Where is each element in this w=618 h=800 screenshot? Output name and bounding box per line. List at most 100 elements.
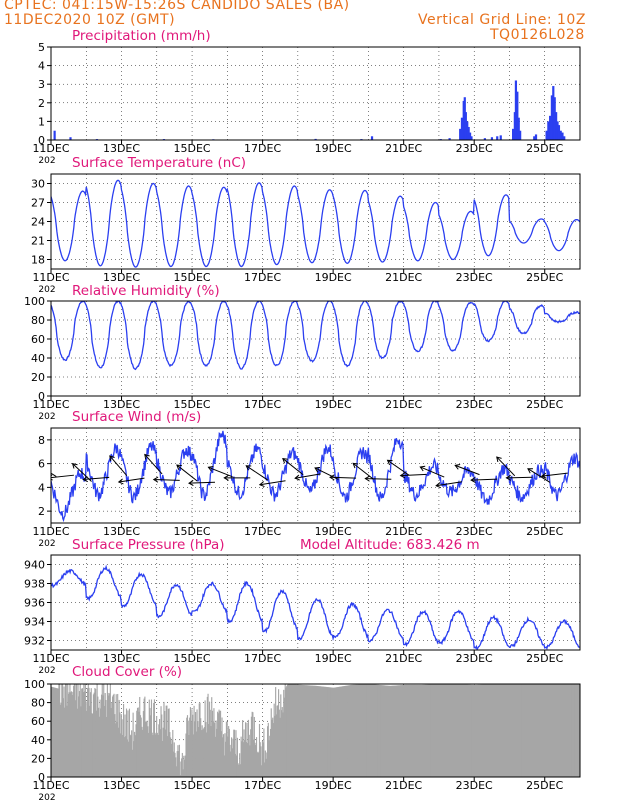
- cloud-bar: [538, 684, 540, 777]
- cloud-bar: [170, 737, 172, 777]
- cloud-bar: [242, 742, 244, 777]
- cloud-bar: [483, 684, 485, 777]
- cloud-bar: [528, 684, 530, 777]
- cloud-bar: [519, 684, 521, 777]
- cloud-bar: [442, 684, 444, 777]
- cloud-bar: [68, 692, 70, 777]
- cloud-bar: [232, 738, 234, 777]
- cloud-bar: [129, 734, 131, 777]
- cloud-bar: [275, 714, 277, 777]
- cloud-bar: [196, 709, 198, 777]
- y-tick-label: 2: [38, 505, 45, 518]
- cloud-bar: [246, 722, 248, 777]
- cloud-bar: [489, 684, 491, 777]
- wind-arrow: [245, 465, 269, 481]
- cloud-bar: [430, 684, 432, 777]
- cloud-bar: [418, 684, 420, 777]
- cloud-bar: [251, 711, 253, 777]
- precip-bar: [533, 136, 536, 140]
- x-tick-label: 13DEC: [103, 398, 140, 411]
- cloud-bar: [422, 684, 424, 777]
- cloud-bar: [172, 729, 174, 777]
- cloud-bar: [424, 684, 427, 777]
- precip-bar: [517, 117, 520, 140]
- wind-arrow-head: [364, 475, 370, 482]
- cloud-bar: [324, 686, 326, 777]
- cloud-bar: [73, 684, 75, 777]
- cloud-bar: [535, 684, 538, 777]
- cloud-bar: [469, 684, 471, 777]
- cloud-bar: [379, 684, 381, 777]
- cloud-bar: [412, 684, 414, 777]
- cloud-bar: [464, 684, 466, 777]
- wind-arrow: [455, 464, 480, 476]
- cloud-bar: [391, 685, 394, 777]
- wind-arrow: [436, 481, 462, 487]
- x-tick-label: 13DEC: [103, 652, 140, 665]
- cloud-bar: [167, 708, 169, 777]
- cloud-bar: [372, 684, 374, 777]
- cloud-bar: [555, 684, 557, 777]
- cloud-bar: [360, 684, 362, 777]
- cloud-bar: [311, 685, 313, 777]
- cloud-bar: [183, 755, 185, 777]
- cloud-bar: [156, 732, 158, 777]
- cloud-bar: [153, 703, 155, 777]
- cloud-bar: [289, 684, 291, 777]
- cloud-bar: [417, 684, 419, 777]
- precip-bar: [464, 112, 467, 140]
- x-tick-label: 17DEC: [244, 271, 281, 284]
- cloud-bar: [408, 684, 410, 777]
- cloud-bar: [349, 685, 351, 777]
- wind-arrow-head: [71, 462, 78, 469]
- cloud-bar: [407, 684, 409, 777]
- cloud-bar: [54, 687, 56, 777]
- cloud-bar: [567, 684, 569, 777]
- cloud-bar: [112, 694, 114, 777]
- cloud-bar: [203, 727, 205, 777]
- series-line: [51, 564, 580, 650]
- cloud-bar: [321, 686, 323, 777]
- cloud-bar: [257, 751, 259, 777]
- cloud-bar: [391, 685, 393, 777]
- cloud-bar: [186, 717, 188, 777]
- y-tick-label: 24: [31, 216, 45, 229]
- cloud-bar: [449, 684, 452, 777]
- cloud-bar: [488, 684, 490, 777]
- wind-arrow-head: [454, 464, 461, 470]
- cloud-bar: [566, 684, 568, 777]
- cloud-bar: [159, 729, 161, 777]
- cloud-bar: [125, 708, 128, 777]
- cloud-bar: [147, 726, 149, 777]
- cloud-bar: [192, 714, 194, 777]
- x-tick-label: 25DEC: [526, 398, 563, 411]
- cloud-bar: [55, 687, 57, 777]
- cloud-bar: [159, 719, 161, 777]
- cloud-bar: [183, 759, 186, 777]
- cloud-bar: [381, 685, 383, 777]
- precip-bar: [514, 80, 518, 140]
- cloud-bar: [568, 684, 570, 777]
- cloud-bar: [97, 696, 99, 777]
- cloud-bar: [347, 685, 349, 777]
- cloud-bar: [560, 684, 563, 777]
- cloud-bar: [94, 687, 96, 777]
- x-tick-label: 21DEC: [385, 652, 422, 665]
- cloud-bar: [421, 684, 423, 777]
- cloud-bar: [363, 684, 365, 777]
- cloud-bar: [446, 684, 448, 777]
- cloud-bar: [563, 684, 565, 777]
- cloud-bar: [217, 711, 219, 777]
- cloud-bar: [239, 764, 241, 777]
- cloud-bar: [347, 685, 349, 777]
- cloud-bar: [300, 684, 302, 777]
- cloud-bar: [463, 684, 465, 777]
- cloud-bar: [505, 684, 507, 777]
- y-tick-label: 0: [38, 390, 45, 403]
- cloud-bar: [363, 684, 366, 777]
- cloud-bar: [248, 734, 250, 777]
- cloud-bar: [214, 736, 216, 777]
- cloud-bar: [542, 684, 544, 777]
- cloud-bar: [409, 684, 411, 777]
- cloud-bar: [475, 684, 477, 777]
